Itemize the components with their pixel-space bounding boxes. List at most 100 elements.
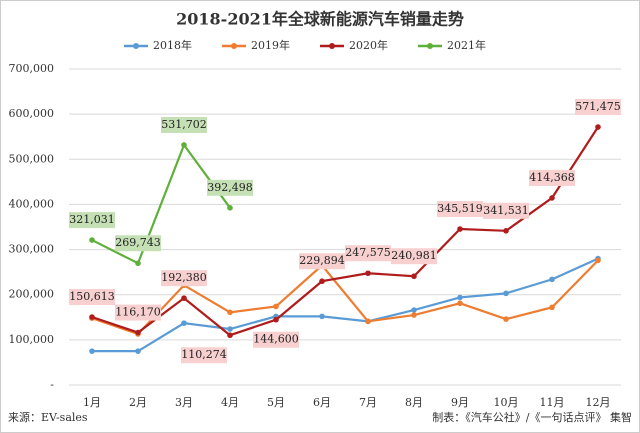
value-label-bg (529, 169, 575, 186)
y-tick-label: 200,000 (9, 288, 55, 301)
value-label-bg (181, 347, 227, 364)
value-label: 240,981 (391, 249, 437, 262)
value-label-bg (69, 212, 115, 229)
value-label: 414,368 (529, 171, 575, 184)
chart-title: 2018-2021年全球新能源汽车销量走势 (176, 10, 464, 29)
value-label-bg (299, 253, 345, 270)
point (595, 257, 601, 264)
value-label-bg (391, 248, 437, 265)
point (457, 226, 463, 232)
point (135, 260, 141, 267)
value-label: 531,702 (161, 118, 207, 131)
point (135, 348, 141, 354)
point (595, 124, 601, 130)
value-label: 116,170 (115, 306, 161, 319)
legend-label: 2019年 (251, 38, 290, 52)
point (227, 332, 233, 339)
point (89, 237, 95, 243)
x-tick-label: 5月 (267, 396, 285, 409)
x-tick-label: 4月 (221, 396, 239, 409)
point (549, 195, 555, 201)
legend-label: 2021年 (447, 38, 486, 52)
y-tick-label: 700,000 (9, 62, 55, 75)
y-tick-label: 500,000 (9, 152, 55, 165)
point (89, 348, 95, 354)
legend-label: 2020年 (349, 38, 388, 52)
x-tick-label: 12月 (586, 396, 611, 409)
credit: 制表：《汽车公社》/《一句话点评》 集智 (432, 410, 632, 424)
point (411, 307, 417, 313)
point (503, 228, 509, 234)
point (365, 270, 371, 277)
point (549, 276, 555, 283)
value-label-bg (115, 304, 161, 321)
point (181, 142, 187, 148)
point (273, 303, 279, 310)
value-label-bg (207, 179, 253, 196)
y-tick-label: 300,000 (9, 243, 55, 256)
value-label-bg (161, 116, 207, 133)
legend-marker (427, 43, 433, 49)
series-line (91, 142, 231, 265)
series-line (91, 126, 599, 337)
value-label-bg (345, 245, 391, 262)
point (411, 312, 417, 318)
x-tick-label: 9月 (451, 396, 469, 409)
y-tick-label: - (50, 378, 54, 391)
value-label: 345,519 (437, 202, 483, 215)
point (181, 295, 187, 301)
value-label: 247,575 (345, 246, 391, 259)
legend-marker (329, 43, 335, 49)
value-label-bg (253, 331, 299, 348)
x-tick-label: 11月 (540, 396, 565, 409)
point (457, 294, 463, 301)
value-label: 150,613 (69, 290, 115, 303)
point (549, 304, 555, 311)
point (319, 313, 325, 320)
point (503, 316, 509, 322)
value-label-bg (161, 270, 207, 287)
value-label: 321,031 (69, 213, 115, 226)
value-label-bg (437, 201, 483, 218)
x-tick-label: 1月 (83, 396, 101, 409)
point (411, 273, 417, 280)
x-tick-label: 2月 (129, 396, 147, 409)
y-tick-label: 400,000 (9, 197, 55, 210)
x-tick-label: 6月 (313, 396, 331, 409)
point (135, 329, 141, 336)
x-tick-label: 8月 (405, 396, 423, 409)
value-label: 269,743 (115, 236, 161, 249)
value-label-bg (115, 235, 161, 252)
y-tick-label: 100,000 (9, 333, 55, 346)
y-tick-label: 600,000 (9, 107, 55, 120)
value-label: 392,498 (207, 181, 253, 194)
value-label: 229,894 (299, 254, 345, 267)
value-label-bg (575, 99, 621, 116)
value-label: 571,475 (575, 100, 621, 113)
source: 来源：EV-sales (8, 410, 88, 424)
point (227, 205, 233, 211)
value-label: 192,380 (161, 271, 207, 284)
point (503, 290, 509, 297)
point (457, 300, 463, 307)
point (365, 318, 371, 325)
series-line (92, 257, 599, 353)
x-tick-label: 7月 (359, 396, 377, 409)
point (227, 309, 233, 316)
x-tick-label: 3月 (175, 396, 193, 409)
point (181, 320, 187, 326)
x-tick-label: 10月 (494, 396, 519, 409)
value-label: 144,600 (253, 333, 299, 346)
series-line (91, 259, 599, 336)
legend-marker (133, 43, 139, 49)
point (89, 314, 95, 320)
value-label-bg (483, 202, 529, 219)
point (227, 326, 233, 332)
value-label: 341,531 (483, 204, 529, 217)
point (273, 316, 279, 323)
legend-label: 2018年 (153, 38, 192, 52)
value-label: 110,274 (181, 348, 227, 361)
value-label-bg (69, 289, 115, 306)
point (319, 278, 325, 285)
